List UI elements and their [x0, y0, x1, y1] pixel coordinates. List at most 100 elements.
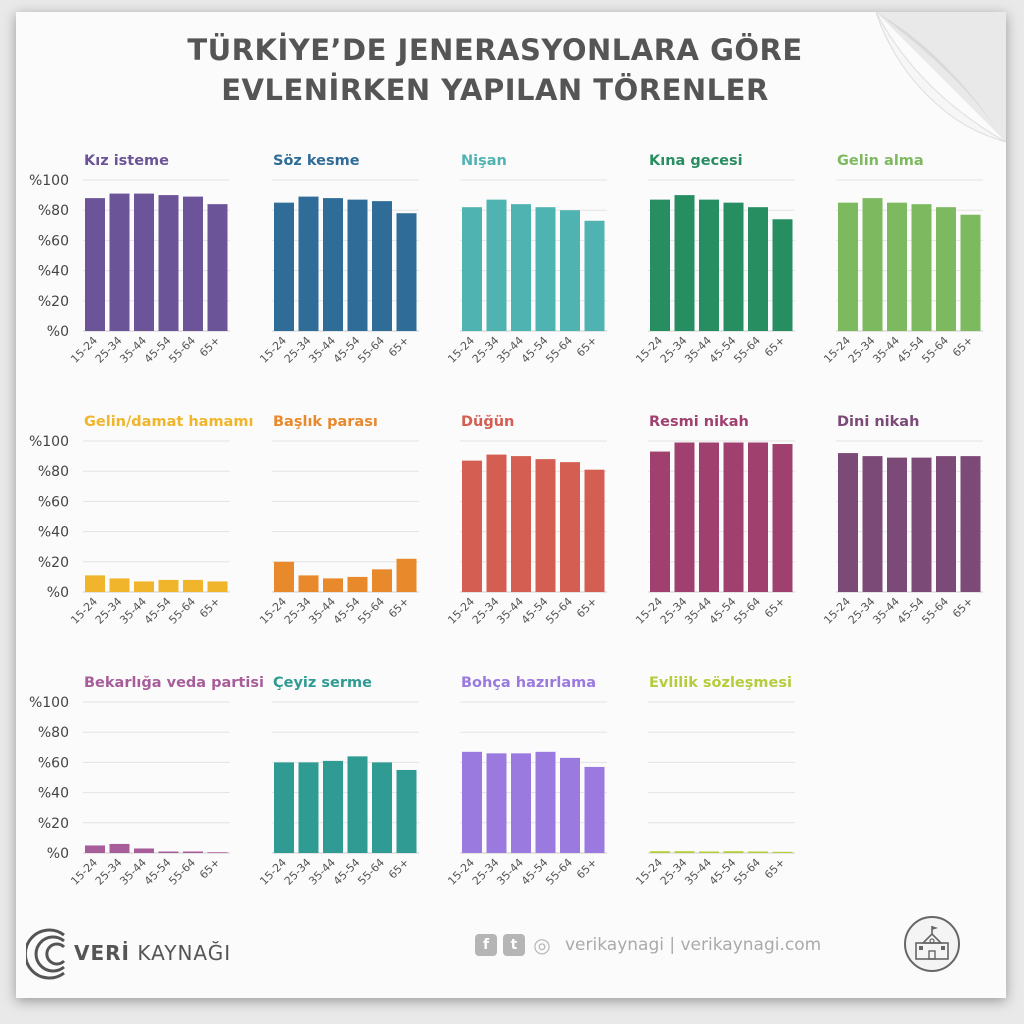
logo-arcs-icon	[23, 928, 66, 980]
bar-55-64	[183, 196, 203, 331]
instagram-icon[interactable]: ◎	[533, 933, 551, 957]
bar-25-34	[298, 575, 319, 592]
x-tick-label: 65+	[950, 334, 976, 360]
y-tick-label: %100	[29, 173, 69, 189]
bar-45-54	[347, 756, 368, 853]
school-building-icon	[904, 916, 960, 972]
bar-65+	[960, 456, 981, 592]
x-tick-label: 35-44	[117, 595, 149, 627]
bar-15-24	[462, 460, 482, 592]
panel-title: Söz kesme	[273, 153, 360, 169]
panel-kız-isteme: %0 %20 %40 %60 %80 %100 Kız isteme 15-2425-3435…	[29, 153, 230, 366]
x-tick-label: 15-24	[821, 595, 853, 627]
bar-35-44	[323, 578, 343, 592]
x-tick-label: 15-24	[68, 334, 100, 366]
x-tick-label: 45-54	[519, 595, 551, 627]
y-tick-label: %60	[38, 755, 69, 771]
bar-25-34	[298, 762, 319, 853]
facebook-icon[interactable]: f	[475, 934, 497, 956]
bar-15-24	[85, 575, 105, 592]
x-tick-label: 25-34	[93, 856, 125, 888]
x-tick-label: 65+	[762, 595, 788, 621]
bar-45-54	[911, 204, 932, 331]
bar-25-34	[862, 198, 883, 331]
x-tick-label: 55-64	[543, 856, 575, 888]
x-tick-label: 55-64	[731, 595, 763, 627]
panel-title: Düğün	[461, 414, 514, 430]
bar-55-64	[560, 210, 580, 331]
x-tick-label: 35-44	[306, 334, 338, 366]
bar-65+	[772, 444, 793, 592]
y-tick-label: %0	[47, 585, 69, 601]
x-tick-label: 45-54	[142, 856, 174, 888]
bar-35-44	[134, 581, 154, 592]
x-tick-label: 45-54	[519, 334, 551, 366]
x-tick-label: 25-34	[846, 595, 878, 627]
bar-15-24	[274, 561, 294, 592]
bar-15-24	[838, 453, 858, 592]
bar-35-44	[699, 442, 719, 592]
bar-45-54	[347, 199, 368, 331]
logo-word-veri: VERİ	[74, 941, 130, 965]
bar-55-64	[560, 757, 580, 853]
bar-45-54	[723, 442, 744, 592]
x-tick-label: 25-34	[282, 334, 314, 366]
bar-35-44	[323, 198, 343, 331]
x-tick-label: 65+	[574, 595, 600, 621]
logo-word-kaynagi: KAYNAĞI	[129, 941, 232, 965]
x-tick-label: 15-24	[445, 334, 477, 366]
bar-55-64	[183, 851, 203, 853]
x-tick-label: 15-24	[633, 595, 665, 627]
bar-15-24	[85, 198, 105, 331]
x-tick-label: 45-54	[331, 334, 363, 366]
bar-65+	[396, 558, 417, 592]
x-tick-label: 35-44	[117, 856, 149, 888]
y-tick-label: %80	[38, 464, 69, 480]
bar-45-54	[723, 851, 744, 853]
bar-15-24	[274, 762, 294, 853]
bar-15-24	[274, 202, 294, 331]
y-tick-label: %100	[29, 695, 69, 711]
y-tick-label: %0	[47, 846, 69, 862]
page-title: TÜRKİYE’DE JENERASYONLARA GÖRE EVLENİRKE…	[0, 30, 990, 110]
x-tick-label: 15-24	[633, 334, 665, 366]
panel-bohça-hazırlama: Bohça hazırlama 15-2425-3435-4445-5455-64…	[445, 675, 607, 888]
x-tick-label: 65+	[950, 595, 976, 621]
bar-25-34	[674, 851, 695, 853]
bar-55-64	[936, 207, 956, 331]
bar-25-34	[109, 193, 130, 331]
bar-25-34	[298, 196, 319, 331]
x-tick-label: 35-44	[494, 334, 526, 366]
x-tick-label: 35-44	[870, 334, 902, 366]
panel-title: Bohça hazırlama	[461, 675, 596, 691]
x-tick-label: 15-24	[68, 595, 100, 627]
x-tick-label: 65+	[386, 334, 412, 360]
bar-15-24	[85, 845, 105, 853]
x-tick-label: 15-24	[257, 856, 289, 888]
x-tick-label: 45-54	[895, 595, 927, 627]
x-tick-label: 45-54	[707, 856, 739, 888]
x-tick-label: 65+	[386, 595, 412, 621]
x-tick-label: 25-34	[658, 856, 690, 888]
bar-55-64	[936, 456, 956, 592]
bar-45-54	[158, 195, 179, 331]
bar-35-44	[887, 202, 907, 331]
x-tick-label: 55-64	[166, 856, 198, 888]
bar-65+	[207, 852, 228, 853]
x-tick-label: 25-34	[658, 334, 690, 366]
bar-55-64	[748, 442, 768, 592]
panel-title: Bekarlığa veda partisi	[84, 675, 264, 691]
panel-gelin-damat-hamamı: %0 %20 %40 %60 %80 %100 Gelin/damat hamamı 15-2…	[29, 414, 253, 627]
panel-title: Çeyiz serme	[273, 675, 372, 691]
bar-65+	[772, 851, 793, 853]
x-tick-label: 35-44	[682, 595, 714, 627]
y-tick-label: %20	[38, 816, 69, 832]
x-tick-label: 45-54	[895, 334, 927, 366]
x-tick-label: 35-44	[306, 856, 338, 888]
bar-55-64	[372, 201, 392, 331]
twitter-icon[interactable]: t	[503, 934, 525, 956]
